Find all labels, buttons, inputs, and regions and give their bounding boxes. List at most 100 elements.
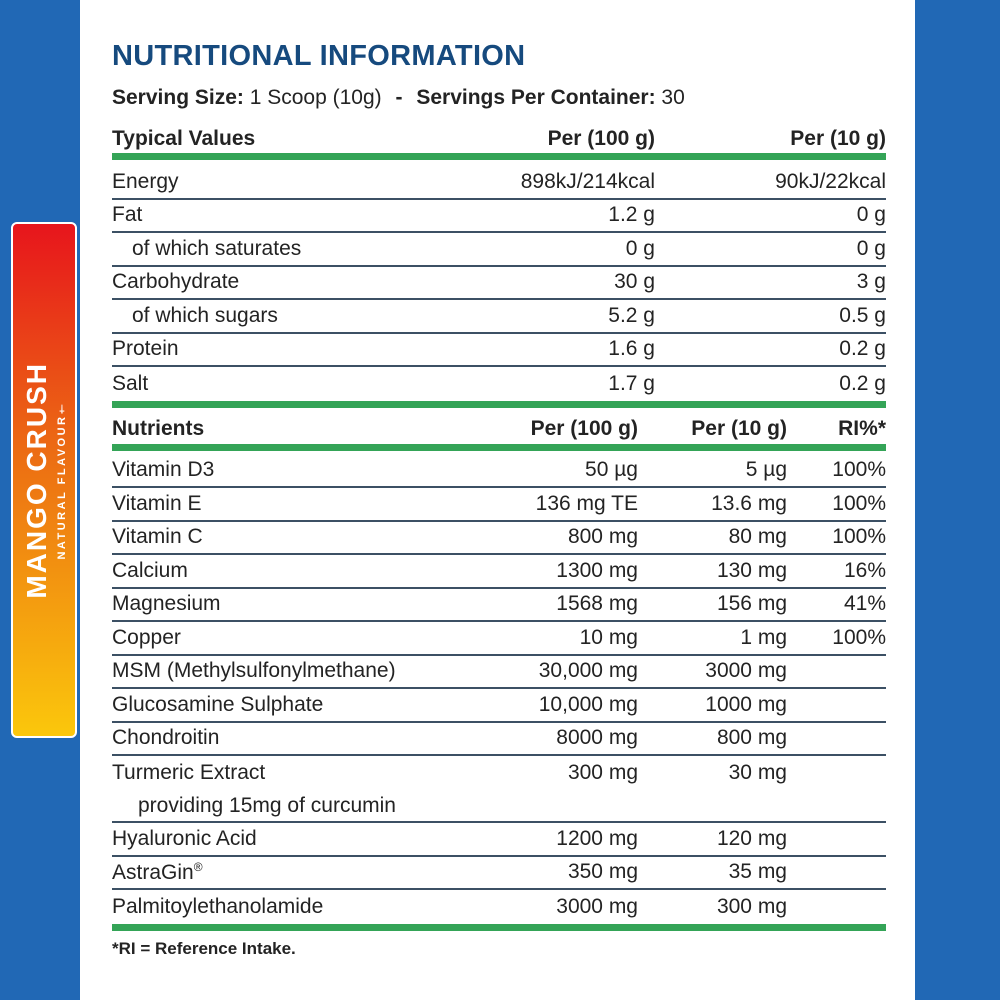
row-ri-value: 41%: [843, 592, 886, 616]
row-per10-value: 800 mg: [716, 726, 787, 750]
table-row: Vitamin C 800 mg 80 mg 100%: [112, 522, 886, 555]
table-row: Carbohydrate 30 g 3 g: [112, 267, 886, 300]
typical-values-header: Typical Values: [112, 127, 256, 150]
nutrients-table: Vitamin D3 50 µg 5 µg 100% Vitamin E 136…: [112, 451, 886, 924]
per-100g-header: Per (100 g): [547, 127, 655, 150]
row-per100-value: 1.7 g: [608, 371, 655, 395]
serving-size-label: Serving Size:: [112, 86, 244, 109]
row-per100-value: 350 mg: [567, 860, 638, 884]
row-per10-value: 130 mg: [716, 558, 787, 582]
row-per10-value: 120 mg: [716, 826, 787, 850]
row-per10-value: 90kJ/22kcal: [775, 169, 886, 193]
servings-per-container-value: 30: [661, 86, 685, 109]
row-per100-value: 3000 mg: [556, 894, 638, 918]
row-label: Vitamin C: [112, 525, 203, 549]
row-per10-value: 3 g: [856, 270, 886, 294]
row-per100-value: 1.6 g: [608, 337, 655, 361]
row-label: Chondroitin: [112, 726, 220, 750]
row-label: Turmeric Extract: [112, 760, 266, 784]
row-label: Vitamin E: [112, 491, 202, 515]
table-row: Vitamin E 136 mg TE 13.6 mg 100%: [112, 488, 886, 522]
row-per100-value: 300 mg: [567, 760, 638, 784]
row-per10-value: 1 mg: [740, 625, 787, 649]
table-row: Magnesium 1568 mg 156 mg 41%: [112, 589, 886, 622]
row-per10-value: 0.5 g: [839, 303, 886, 327]
row-ri-value: 100%: [832, 625, 886, 649]
row-per100-value: 1.2 g: [608, 203, 655, 227]
typical-values-header-row: Typical Values Per (100 g) Per (10 g): [112, 125, 886, 151]
flavor-band: MANGO CRUSH NATURAL FLAVOUR†: [11, 222, 77, 738]
row-per10-value: 0 g: [856, 203, 886, 227]
flavor-name-vertical-text: MANGO CRUSH: [20, 361, 52, 599]
table-row: Copper 10 mg 1 mg 100%: [112, 622, 886, 656]
row-per100-value: 136 mg TE: [535, 491, 638, 515]
table-row: Palmitoylethanolamide 3000 mg 300 mg: [112, 890, 886, 924]
serving-separator: -: [395, 86, 403, 109]
row-per100-value: 30,000 mg: [538, 659, 638, 683]
table-row: Fat 1.2 g 0 g: [112, 200, 886, 233]
row-ri-value: 16%: [843, 558, 886, 582]
per-10g-header: Per (10 g): [691, 416, 787, 440]
row-per100-value: 800 mg: [567, 525, 638, 549]
table-row: AstraGin® 350 mg 35 mg: [112, 857, 886, 890]
subrow-label: providing 15mg of curcumin: [138, 793, 396, 817]
flavor-subtitle-vertical-text: NATURAL FLAVOUR†: [55, 400, 68, 560]
table-row: Calcium 1300 mg 130 mg 16%: [112, 555, 886, 589]
nutrients-header-row: Nutrients Per (100 g) Per (10 g) RI%*: [112, 415, 886, 441]
row-label: Fat: [112, 203, 143, 227]
row-label: Palmitoylethanolamide: [112, 894, 324, 918]
table-row: Protein 1.6 g 0.2 g: [112, 334, 886, 367]
row-ri-value: 100%: [832, 525, 886, 549]
row-per10-value: 3000 mg: [705, 659, 787, 683]
row-label: Hyaluronic Acid: [112, 826, 257, 850]
table-row: Energy 898kJ/214kcal 90kJ/22kcal: [112, 166, 886, 200]
row-per10-value: 300 mg: [716, 894, 787, 918]
reference-intake-footnote: *RI = Reference Intake.: [112, 938, 296, 958]
row-label: Salt: [112, 371, 149, 395]
row-per100-value: 10 mg: [579, 625, 638, 649]
row-per100-value: 50 µg: [585, 458, 638, 482]
green-divider-bar: [112, 153, 886, 160]
table-row: of which sugars 5.2 g 0.5 g: [112, 300, 886, 334]
table-row: MSM (Methylsulfonylmethane) 30,000 mg 30…: [112, 656, 886, 689]
green-divider-bar: [112, 443, 886, 451]
row-label: of which sugars: [132, 303, 278, 327]
row-per10-value: 13.6 mg: [711, 491, 787, 515]
row-per10-value: 30 mg: [728, 760, 787, 784]
row-per100-value: 5.2 g: [608, 303, 655, 327]
per-10g-header: Per (10 g): [790, 127, 886, 150]
right-border-bar: [915, 0, 1000, 1000]
row-per10-value: 5 µg: [745, 458, 787, 482]
table-row: of which saturates 0 g 0 g: [112, 233, 886, 267]
row-label: Protein: [112, 337, 179, 361]
row-per10-value: 0.2 g: [839, 337, 886, 361]
row-label: Energy: [112, 169, 179, 193]
row-per100-value: 30 g: [614, 270, 655, 294]
row-per10-value: 156 mg: [716, 592, 787, 616]
nutrients-header: Nutrients: [112, 416, 205, 440]
table-subrow: providing 15mg of curcumin: [112, 790, 886, 823]
typical-values-table: Energy 898kJ/214kcal 90kJ/22kcal Fat 1.2…: [112, 160, 886, 401]
ri-percent-header: RI%*: [838, 416, 886, 440]
row-ri-value: 100%: [832, 458, 886, 482]
row-per100-value: 1568 mg: [556, 592, 638, 616]
row-per100-value: 8000 mg: [556, 726, 638, 750]
row-label: Glucosamine Sulphate: [112, 692, 324, 716]
page-title: NUTRITIONAL INFORMATION: [112, 40, 526, 72]
table-row: Vitamin D3 50 µg 5 µg 100%: [112, 455, 886, 488]
left-border-bar: MANGO CRUSH NATURAL FLAVOUR†: [0, 0, 80, 1000]
table-row: Turmeric Extract 300 mg 30 mg: [112, 756, 886, 790]
green-divider-bar: [112, 400, 886, 408]
row-per10-value: 35 mg: [728, 860, 787, 884]
table-row: Salt 1.7 g 0.2 g: [112, 367, 886, 401]
row-label: Vitamin D3: [112, 458, 215, 482]
row-per100-value: 1200 mg: [556, 826, 638, 850]
row-label: Carbohydrate: [112, 270, 240, 294]
row-ri-value: 100%: [832, 491, 886, 515]
serving-info-line: Serving Size: 1 Scoop (10g) - Servings P…: [112, 85, 886, 111]
row-per10-value: 80 mg: [728, 525, 787, 549]
registered-trademark-sup: ®: [193, 859, 203, 874]
row-per100-value: 1300 mg: [556, 558, 638, 582]
row-per100-value: 898kJ/214kcal: [520, 169, 655, 193]
table-row: Glucosamine Sulphate 10,000 mg 1000 mg: [112, 689, 886, 723]
